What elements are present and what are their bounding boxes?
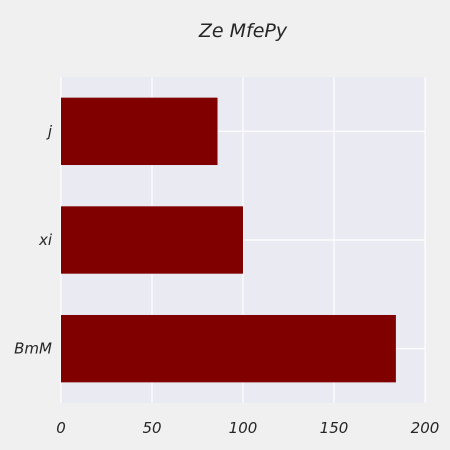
- bar-xi: [61, 206, 243, 273]
- x-tick-label: 0: [56, 419, 66, 437]
- chart-title: Ze MfePy: [198, 20, 288, 42]
- bar-j: [61, 98, 218, 165]
- y-tick-label: BmM: [14, 340, 52, 358]
- x-tick-labels: 0 50 100 150 200: [56, 419, 439, 437]
- y-tick-labels: j xi BmM: [14, 122, 53, 357]
- x-tick-label: 50: [142, 419, 161, 437]
- x-tick-label: 200: [411, 419, 440, 437]
- x-tick-label: 100: [229, 419, 258, 437]
- y-tick-label: j: [46, 122, 53, 140]
- y-tick-label: xi: [38, 231, 53, 249]
- bar-BmM: [61, 315, 396, 382]
- x-tick-label: 150: [320, 419, 349, 437]
